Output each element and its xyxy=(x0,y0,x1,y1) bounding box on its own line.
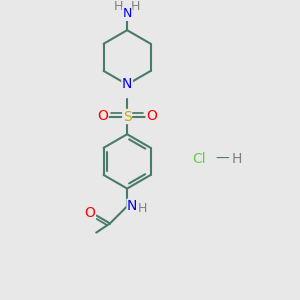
Text: H: H xyxy=(131,0,140,13)
Text: O: O xyxy=(97,109,108,123)
Text: Cl: Cl xyxy=(192,152,206,166)
Text: S: S xyxy=(123,110,131,124)
Text: O: O xyxy=(146,109,157,123)
Text: H: H xyxy=(137,202,147,215)
Text: H: H xyxy=(232,152,242,166)
Text: —: — xyxy=(215,152,229,166)
Text: N: N xyxy=(122,77,132,92)
Text: N: N xyxy=(122,8,132,20)
Text: O: O xyxy=(85,206,95,220)
Text: H: H xyxy=(114,0,123,13)
Text: N: N xyxy=(127,199,137,213)
